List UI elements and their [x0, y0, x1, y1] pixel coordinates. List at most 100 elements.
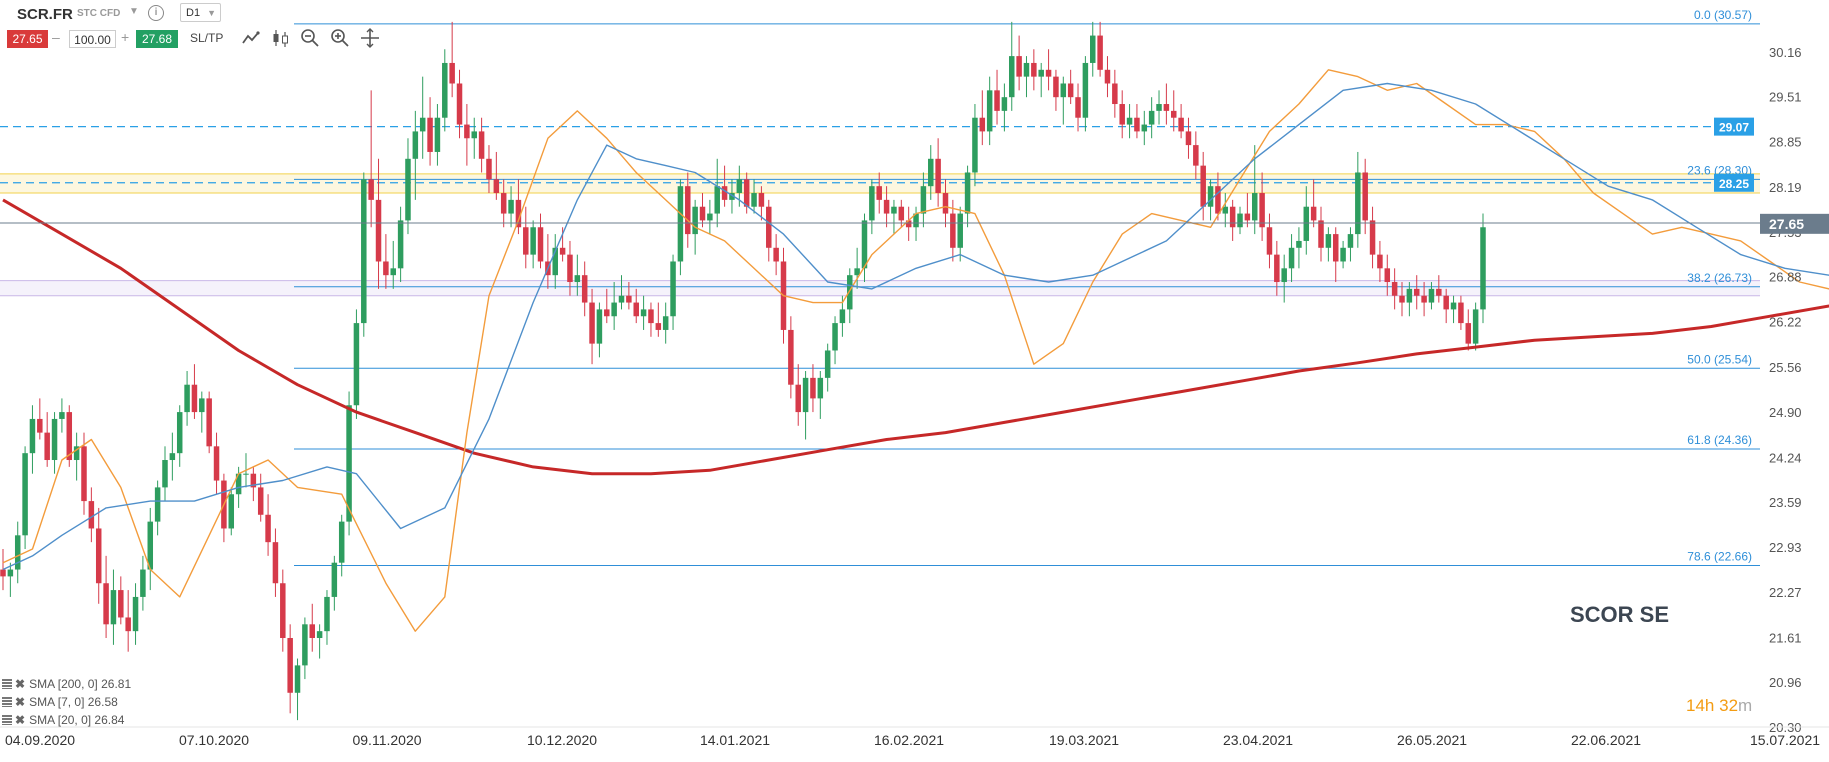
candle-down: [265, 514, 271, 543]
candle-up: [817, 377, 824, 399]
candle-down: [883, 199, 890, 214]
line-tool-icon[interactable]: [240, 27, 262, 49]
candle-up: [442, 62, 448, 118]
candle-up: [839, 309, 846, 324]
candle-up: [7, 569, 14, 577]
candle-down: [1134, 117, 1140, 132]
candle-up: [302, 624, 308, 666]
candle-up: [913, 213, 919, 228]
close-icon[interactable]: ✖: [15, 713, 26, 727]
candle-up: [552, 247, 558, 276]
candle-down: [309, 624, 316, 639]
candle-up: [361, 179, 367, 324]
candle-down: [1016, 56, 1022, 77]
crosshair-icon[interactable]: [359, 27, 381, 49]
candle-up: [920, 186, 927, 214]
current-price-tag: [1760, 213, 1829, 234]
candle-up: [1303, 206, 1310, 241]
candle-down: [1067, 83, 1074, 98]
drag-handle-icon[interactable]: [2, 715, 12, 725]
candle-down: [743, 179, 750, 207]
buy-button[interactable]: 27.68: [136, 30, 178, 48]
candle-down: [773, 247, 779, 262]
instrument-subtitle: STC CFD: [77, 8, 121, 19]
candle-up: [1251, 193, 1258, 221]
candle-down: [950, 213, 956, 248]
candle-type-icon[interactable]: [270, 27, 292, 49]
candle-down: [1465, 323, 1472, 344]
close-icon[interactable]: ✖: [15, 677, 26, 691]
quantity-field[interactable]: 100.00: [69, 30, 116, 48]
increase-quantity-button[interactable]: +: [121, 29, 130, 45]
candle-down: [1119, 104, 1125, 125]
candle-down: [633, 302, 639, 317]
date-tick-label: 09.11.2020: [352, 732, 421, 748]
candle-down: [1259, 193, 1265, 228]
candle-up: [176, 412, 183, 454]
close-icon[interactable]: ✖: [15, 695, 26, 709]
candle-up: [353, 323, 360, 406]
sell-button[interactable]: 27.65: [7, 30, 48, 48]
candle-down: [1369, 220, 1376, 255]
candle-down: [125, 617, 131, 632]
candle-down: [537, 227, 544, 262]
level-price-tag: [1714, 173, 1754, 192]
candle-down: [88, 501, 95, 529]
candle-down: [1244, 213, 1251, 221]
candle-up: [670, 261, 676, 317]
candle-up: [1406, 288, 1413, 303]
candle-up: [346, 405, 352, 522]
price-tick-label: 24.24: [1769, 450, 1802, 465]
zoom-out-icon[interactable]: [299, 27, 321, 49]
candle-up: [405, 158, 411, 221]
candle-up: [618, 295, 625, 303]
fib-level-label: 61.8 (24.36): [1687, 433, 1752, 447]
instrument-dropdown-icon[interactable]: ▼: [129, 6, 139, 17]
legend-sma-7[interactable]: ✖ SMA [7, 0] 26.58: [2, 695, 118, 709]
candle-down: [375, 199, 382, 262]
drag-handle-icon[interactable]: [2, 697, 12, 707]
candle-up: [1141, 124, 1148, 132]
candle-down: [493, 179, 500, 194]
timeframe-select[interactable]: D1 ▼: [180, 3, 221, 22]
date-tick-label: 19.03.2021: [1049, 732, 1119, 748]
candle-up: [596, 309, 603, 344]
candle-down: [1310, 206, 1317, 221]
decrease-quantity-button[interactable]: –: [52, 29, 60, 45]
candle-down: [876, 186, 882, 200]
candle-down: [486, 158, 492, 180]
candle-up: [154, 487, 161, 522]
candle-down: [81, 446, 87, 502]
instrument-watermark: SCOR SE: [1570, 602, 1669, 627]
candle-up: [331, 562, 338, 597]
fib-level-label: 38.2 (26.73): [1687, 271, 1752, 285]
zoom-in-icon[interactable]: [329, 27, 351, 49]
candle-down: [655, 323, 662, 330]
drag-handle-icon[interactable]: [2, 679, 12, 689]
candle-down: [1229, 206, 1236, 228]
candle-up: [751, 193, 757, 207]
candle-up: [1340, 247, 1346, 262]
candle-down: [589, 302, 595, 344]
info-icon[interactable]: i: [148, 5, 164, 21]
legend-sma-200[interactable]: ✖ SMA [200, 0] 26.81: [2, 677, 131, 691]
candle-down: [1031, 62, 1037, 77]
sma-indicators: [2, 69, 1829, 632]
candle-down: [66, 412, 73, 461]
candle-up: [854, 268, 860, 276]
candle-up: [22, 453, 28, 536]
legend-sma-20[interactable]: ✖ SMA [20, 0] 26.84: [2, 713, 124, 727]
candle-down: [44, 432, 50, 461]
price-axis: 30.1629.5128.8528.1927.5326.8826.2225.56…: [1714, 45, 1829, 735]
candle-up: [471, 131, 477, 139]
price-tick-label: 29.51: [1769, 89, 1802, 104]
instrument-symbol[interactable]: SCR.FR: [17, 6, 73, 23]
sltp-button[interactable]: SL/TP: [190, 31, 224, 45]
candle-up: [891, 206, 897, 214]
candle-up: [574, 275, 581, 283]
sma-line: [2, 198, 1829, 476]
candle-down: [383, 261, 389, 276]
candle-up: [338, 521, 345, 563]
candle-up: [1288, 247, 1295, 269]
